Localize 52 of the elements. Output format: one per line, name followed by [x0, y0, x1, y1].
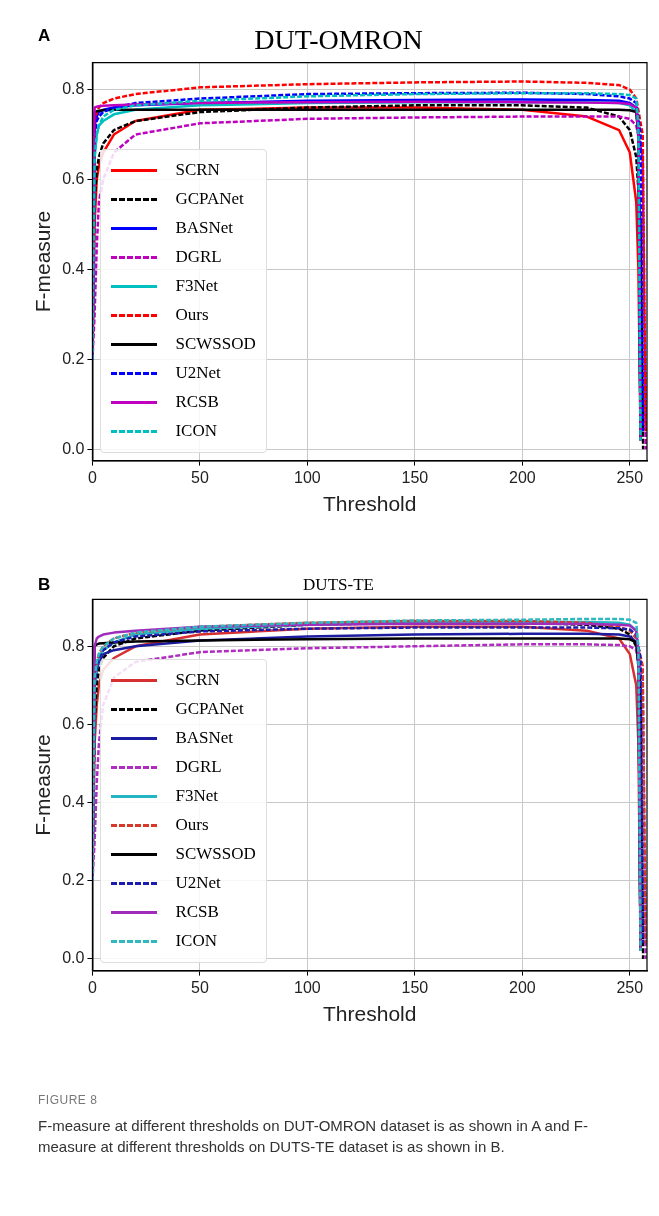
legend-label: GCPANet [175, 189, 244, 210]
legend-label: Ours [175, 815, 209, 836]
legend-label: RCSB [175, 392, 219, 413]
text: B [38, 575, 51, 595]
x-tick-label: 100 [294, 978, 321, 996]
y-tick-label: 0.4 [62, 259, 85, 277]
x-tick-label: 150 [401, 978, 429, 996]
text: F-measure at different thresholds on DUT-OMRON dataset is as shown in A and F-measure at different thresholds on DUTS-TE dataset is as shown in B. [38, 1116, 589, 1157]
chart-title: DUT-OMRON [254, 24, 423, 56]
x-tick-label: 50 [191, 468, 209, 486]
legend-label: BASNet [175, 218, 234, 239]
x-tick-label: 0 [87, 468, 97, 486]
y-tick-label: 0.2 [62, 871, 85, 889]
y-tick-label: 0.2 [62, 349, 85, 367]
x-tick-label: 100 [294, 468, 321, 486]
y-axis-title: F-measure [31, 210, 55, 313]
x-tick-label: 200 [508, 468, 536, 486]
legend-label: ICON [175, 931, 217, 952]
y-tick-label: 0.0 [62, 949, 85, 967]
x-tick-label: 0 [87, 978, 97, 996]
chart-title: DUTS-TE [303, 574, 374, 594]
legend-label: SCWSSOD [175, 844, 256, 865]
caption: FIGURE 8 [38, 1092, 99, 1109]
legend-label: GCPANet [175, 699, 244, 720]
y-tick-label: 0.6 [62, 714, 85, 732]
legend-label: SCWSSOD [175, 334, 256, 355]
y-tick-label: 0.8 [62, 79, 85, 97]
y-axis-title: F-measure [31, 734, 55, 836]
x-tick-label: 250 [616, 978, 644, 996]
x-tick-label: 200 [508, 978, 536, 996]
legend-label: F3Net [175, 276, 218, 297]
y-tick-label: 0.4 [62, 792, 85, 810]
legend-label: ICON [175, 421, 217, 442]
legend-label: DGRL [175, 757, 222, 778]
legend-label: SCRN [175, 670, 220, 691]
x-tick-label: 150 [401, 468, 429, 486]
legend-label: RCSB [175, 902, 219, 923]
legend-label: U2Net [175, 873, 221, 894]
y-tick-label: 0.6 [62, 169, 85, 187]
x-axis-title: Threshold [323, 492, 417, 516]
legend-label: F3Net [175, 786, 218, 807]
y-tick-label: 0.0 [62, 439, 85, 457]
y-tick-label: 0.8 [62, 636, 85, 654]
legend-label: Ours [175, 305, 209, 326]
legend-label: SCRN [175, 160, 220, 181]
legend-label: DGRL [175, 247, 222, 268]
text: A [38, 26, 51, 46]
x-axis-title: Threshold [323, 1002, 417, 1026]
legend-label: BASNet [175, 728, 234, 749]
x-tick-label: 250 [616, 468, 644, 486]
legend-label: U2Net [175, 363, 221, 384]
x-tick-label: 50 [191, 978, 209, 996]
